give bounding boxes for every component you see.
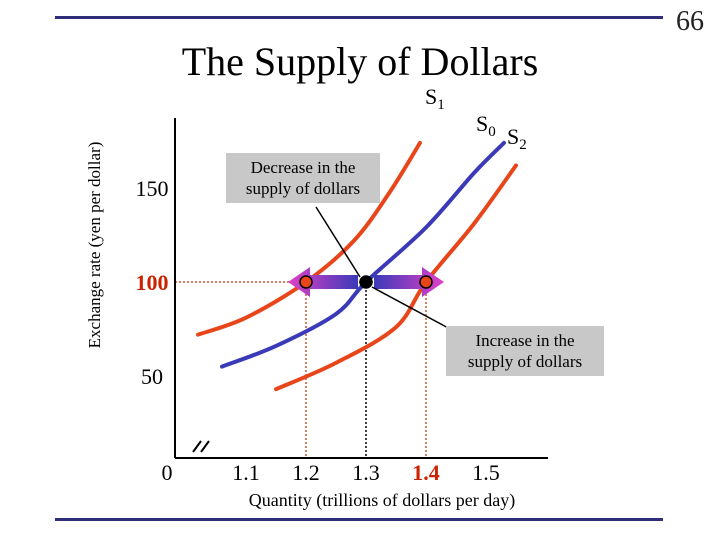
slide-title: The Supply of Dollars	[181, 39, 539, 84]
supply-curve-s1	[196, 140, 422, 337]
axis-break-mark	[192, 440, 202, 453]
x-tick-label: 1.5	[472, 460, 500, 485]
x-tick-label: 1.3	[352, 460, 380, 485]
y-tick-label: 0	[162, 460, 173, 485]
curve-label-s2: S2	[507, 124, 527, 153]
equilibrium-point	[419, 275, 433, 289]
equilibrium-point	[299, 275, 313, 289]
x-axis-title: Quantity (trillions of dollars per day)	[249, 490, 515, 511]
axis-break-mark	[200, 440, 210, 453]
x-tick-label: 1.1	[232, 460, 260, 485]
callout-pointer-increase	[371, 286, 453, 331]
equilibrium-point	[359, 275, 373, 289]
y-tick-label: 50	[141, 364, 163, 389]
y-axis-title: Exchange rate (yen per dollar)	[85, 142, 104, 349]
page-number: 66	[676, 6, 704, 37]
bottom-rule	[55, 518, 663, 521]
curve-label-s0: S0	[476, 111, 496, 140]
y-tick-label: 100	[136, 270, 169, 295]
x-tick-label: 1.4	[412, 460, 440, 485]
callout-pointer-decrease	[315, 206, 361, 278]
curve-label-s1: S1	[425, 84, 445, 113]
supply-curve-s2	[274, 163, 518, 392]
x-tick-label: 1.2	[292, 460, 320, 485]
callout-decrease: Decrease in the supply of dollars	[226, 153, 380, 203]
y-tick-label: 150	[136, 176, 169, 201]
top-rule	[55, 16, 663, 19]
shift-arrow-right	[374, 267, 444, 297]
shift-arrow-left	[288, 267, 358, 297]
callout-increase: Increase in the supply of dollars	[446, 326, 604, 376]
